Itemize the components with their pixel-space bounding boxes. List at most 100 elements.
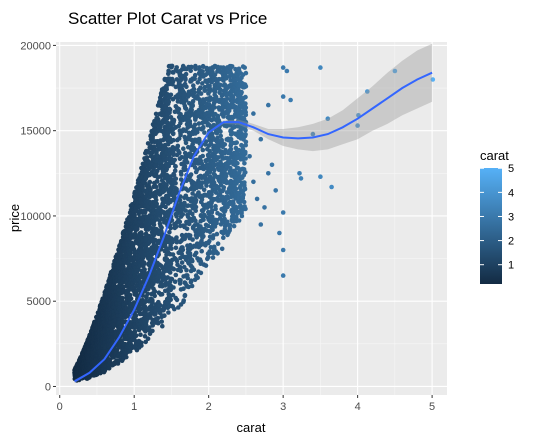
data-point — [166, 68, 171, 74]
data-point — [151, 222, 157, 227]
data-point — [121, 264, 126, 270]
data-point — [181, 298, 186, 303]
data-point — [172, 279, 178, 285]
data-point — [192, 72, 198, 78]
data-point — [181, 146, 186, 151]
data-point — [191, 267, 197, 273]
data-point — [160, 323, 165, 329]
data-point — [223, 173, 229, 179]
data-point — [145, 336, 151, 342]
data-point — [201, 124, 206, 130]
data-point — [200, 147, 206, 153]
data-point — [181, 286, 186, 292]
data-point — [171, 285, 176, 290]
data-point — [188, 172, 194, 177]
data-point — [128, 296, 134, 301]
data-point — [190, 237, 195, 242]
data-point — [164, 86, 169, 92]
data-point — [201, 217, 206, 223]
data-point — [173, 224, 179, 229]
data-point — [201, 233, 206, 239]
data-point — [174, 65, 179, 70]
data-point — [139, 231, 144, 237]
data-point — [142, 267, 147, 272]
data-point — [193, 197, 199, 203]
data-point — [198, 85, 203, 91]
data-point — [159, 225, 164, 230]
data-point — [212, 105, 217, 110]
data-point — [215, 241, 221, 246]
data-point — [193, 66, 198, 72]
data-point — [175, 143, 181, 149]
data-point — [150, 328, 155, 334]
data-point — [139, 343, 144, 348]
data-point — [173, 245, 179, 251]
data-point — [201, 187, 207, 193]
data-point — [168, 92, 174, 98]
data-point — [178, 278, 183, 283]
data-point — [214, 231, 220, 237]
data-point — [218, 129, 223, 134]
data-point — [200, 69, 205, 74]
data-point — [207, 238, 212, 244]
data-point — [180, 247, 186, 253]
data-point — [218, 133, 223, 139]
data-point — [171, 266, 177, 272]
data-point — [141, 260, 147, 265]
data-point — [215, 251, 220, 256]
data-point — [172, 157, 177, 163]
data-point — [168, 225, 173, 231]
data-point — [221, 185, 227, 190]
data-point — [168, 297, 173, 303]
data-point — [195, 275, 200, 281]
data-point — [133, 313, 139, 318]
data-point — [171, 117, 177, 123]
data-point — [183, 140, 189, 146]
data-point — [178, 268, 184, 274]
data-point — [153, 184, 159, 189]
data-point — [177, 150, 182, 156]
data-point — [182, 292, 188, 298]
data-point — [173, 180, 178, 186]
data-point — [120, 284, 126, 290]
data-point — [167, 270, 173, 275]
data-point — [166, 99, 172, 104]
data-point — [189, 283, 195, 289]
data-point — [193, 250, 199, 256]
data-point — [169, 246, 174, 251]
data-point — [106, 366, 112, 371]
data-point — [179, 260, 185, 265]
data-point — [155, 179, 160, 184]
data-point — [147, 179, 153, 185]
data-point — [171, 131, 176, 136]
data-point — [187, 233, 193, 238]
data-point — [198, 91, 204, 96]
data-point — [183, 208, 188, 213]
data-point — [179, 172, 184, 177]
data-point — [135, 226, 140, 232]
data-point — [219, 246, 225, 252]
data-point — [200, 153, 205, 159]
data-point — [231, 223, 237, 229]
data-point — [190, 258, 195, 264]
data-point — [210, 255, 216, 260]
data-point — [203, 263, 209, 268]
data-point — [171, 137, 176, 143]
data-point — [173, 176, 179, 181]
data-point — [224, 96, 230, 101]
data-point — [177, 219, 183, 225]
data-point — [199, 248, 204, 254]
data-point — [198, 270, 204, 276]
data-point — [173, 164, 178, 169]
data-point — [184, 226, 190, 232]
data-point — [184, 267, 189, 273]
data-point — [159, 291, 165, 297]
data-point — [152, 289, 158, 294]
data-point — [152, 293, 157, 299]
data-point — [150, 298, 155, 303]
data-point — [183, 77, 188, 83]
data-point — [159, 319, 164, 324]
data-point — [167, 230, 172, 235]
data-point — [173, 272, 179, 278]
data-point — [174, 297, 180, 303]
